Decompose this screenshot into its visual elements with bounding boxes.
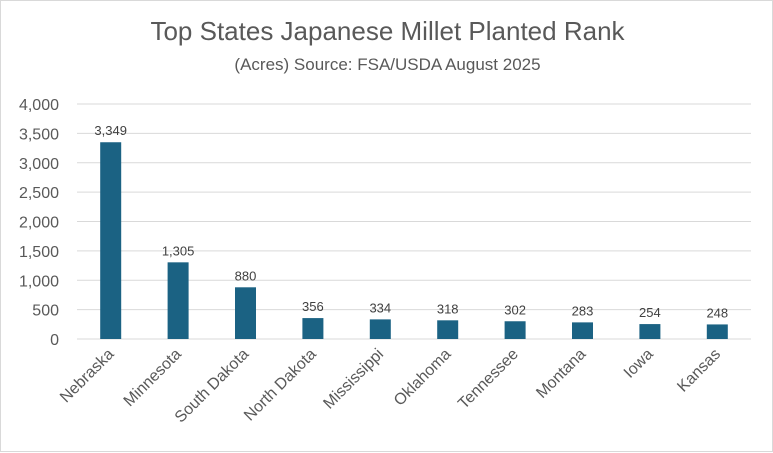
y-tick-label: 2,500 <box>19 185 59 202</box>
data-label: 1,305 <box>162 243 195 258</box>
bar-minnesota <box>167 262 189 339</box>
bar-oklahoma <box>437 320 459 339</box>
data-label: 318 <box>437 301 459 316</box>
x-category-label: Nebraska <box>57 346 118 407</box>
y-tick-label: 3,500 <box>19 126 59 143</box>
y-tick-label: 1,000 <box>19 273 59 290</box>
data-label: 3,349 <box>94 123 127 138</box>
data-label: 356 <box>302 299 324 314</box>
bar-nebraska <box>100 142 122 339</box>
x-category-label: Tennessee <box>455 346 522 413</box>
x-category-label: Montana <box>533 346 589 402</box>
y-tick-label: 1,500 <box>19 244 59 261</box>
bar-north-dakota <box>302 318 324 339</box>
y-tick-label: 0 <box>50 332 59 349</box>
y-axis-ticks: 0 500 1,000 1,500 2,000 2,500 3,000 3,500 4,000 <box>19 97 59 349</box>
data-label: 302 <box>504 302 526 317</box>
bar-south-dakota <box>235 287 256 339</box>
y-tick-label: 500 <box>32 303 59 320</box>
bar-iowa <box>639 324 661 339</box>
gridlines <box>77 103 751 340</box>
y-tick-label: 4,000 <box>19 97 59 114</box>
data-label: 248 <box>706 305 728 320</box>
data-label: 334 <box>369 300 391 315</box>
y-tick-label: 2,000 <box>19 215 59 232</box>
data-labels: 3,349 1,305 880 356 334 318 302 283 254 248 <box>94 123 728 320</box>
chart-title: Top States Japanese Millet Planted Rank <box>150 16 625 46</box>
bar-montana <box>572 322 593 339</box>
bars <box>100 142 728 339</box>
x-category-label: Minnesota <box>121 346 185 410</box>
bar-tennessee <box>504 321 526 339</box>
x-category-label: Oklahoma <box>391 346 455 410</box>
bar-kansas <box>706 324 728 339</box>
data-label: 880 <box>235 268 257 283</box>
data-label: 254 <box>639 305 661 320</box>
data-label: 283 <box>572 303 594 318</box>
x-category-label: Kansas <box>674 346 724 396</box>
x-category-label: Iowa <box>621 346 657 382</box>
x-category-label: North Dakota <box>241 346 320 425</box>
bar-mississippi <box>369 319 391 339</box>
x-category-label: Mississippi <box>320 346 387 413</box>
y-tick-label: 3,000 <box>19 156 59 173</box>
chart-subtitle: (Acres) Source: FSA/USDA August 2025 <box>234 55 541 74</box>
